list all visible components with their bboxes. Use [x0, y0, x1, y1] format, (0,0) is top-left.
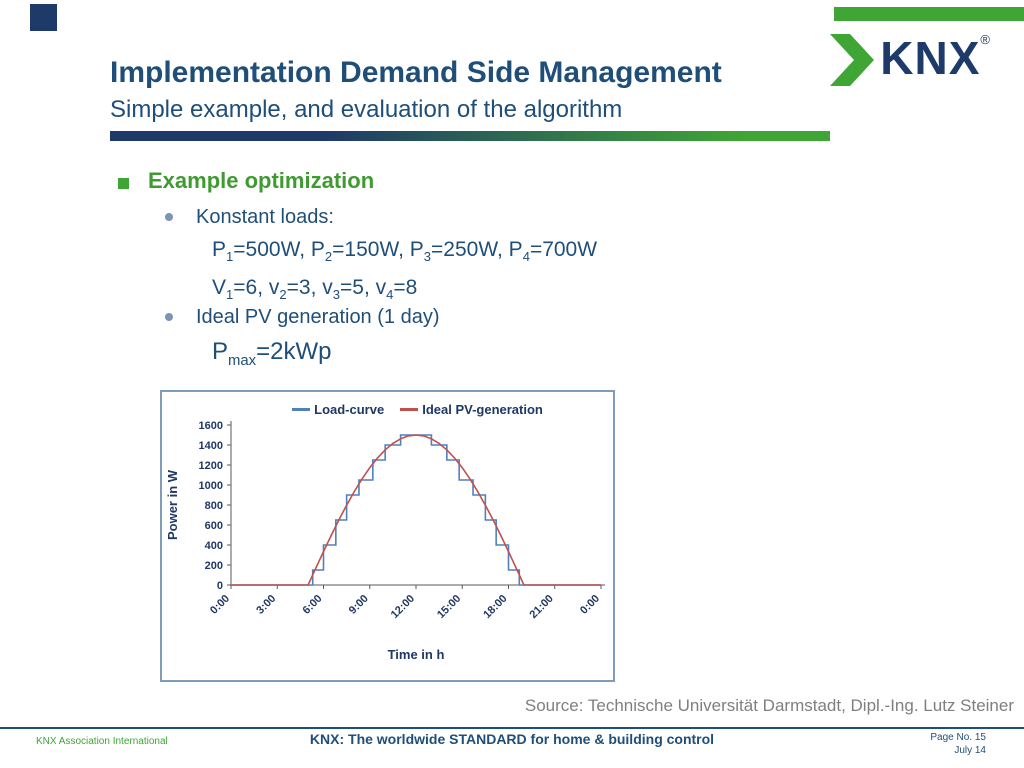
svg-text:3:00: 3:00 — [254, 593, 278, 617]
pv-generation-line — [230, 434, 601, 586]
x-axis-label: Time in h — [387, 647, 444, 662]
bullet-dot-icon — [165, 313, 173, 321]
chart-plot: 0 200 400 600 800 1000 1200 1400 1600 0:00 3:00 6:0… — [165, 420, 605, 662]
svg-text:9:00: 9:00 — [346, 593, 370, 617]
formula-velocities: V1=6, v2=3, v3=5, v4=8 — [212, 276, 418, 303]
legend-label: Load-curve — [314, 402, 385, 417]
y-axis-label: Power in W — [165, 469, 180, 540]
svg-text:0: 0 — [216, 580, 222, 592]
legend-item-load-curve: Load-curve — [292, 402, 384, 417]
svg-text:1000: 1000 — [198, 480, 222, 492]
chart: Load-curve Ideal PV-generation 0 200 400 60… — [160, 390, 615, 682]
footer-date: July 14 — [954, 745, 986, 756]
legend-label: Ideal PV-generation — [422, 402, 543, 417]
knx-chevron-icon — [830, 32, 876, 93]
logo-text: KNX — [880, 32, 981, 84]
page-title: Implementation Demand Side Management — [110, 56, 722, 89]
bullet-ideal-pv: Ideal PV generation (1 day) — [196, 306, 440, 328]
section-heading: Example optimization — [148, 168, 375, 193]
knx-logo: KNX ® — [830, 30, 990, 93]
legend-item-pv-generation: Ideal PV-generation — [400, 402, 543, 417]
formula-loads: P1=500W, P2=150W, P3=250W, P4=700W — [212, 238, 598, 265]
svg-text:200: 200 — [204, 560, 222, 572]
svg-text:600: 600 — [204, 520, 222, 532]
top-green-bar — [834, 7, 1024, 21]
svg-text:400: 400 — [204, 540, 222, 552]
footer-slogan: KNX: The worldwide STANDARD for home & b… — [309, 731, 715, 747]
svg-text:1400: 1400 — [198, 440, 222, 452]
svg-text:18:00: 18:00 — [481, 593, 509, 621]
svg-text:12:00: 12:00 — [388, 593, 416, 621]
footer-association: KNX Association International — [36, 736, 168, 747]
svg-text:6:00: 6:00 — [300, 593, 324, 617]
footer-divider — [0, 727, 1024, 729]
page-subtitle: Simple example, and evaluation of the al… — [110, 96, 623, 123]
bullet-dot-icon — [165, 213, 173, 221]
svg-text:0:00: 0:00 — [578, 593, 602, 617]
footer-page-number: Page No. 15 — [930, 732, 986, 743]
svg-text:15:00: 15:00 — [434, 593, 462, 621]
load-curve-swatch-icon — [292, 408, 311, 411]
formula-pmax: Pmax=2kWp — [212, 338, 332, 369]
source-attribution: Source: Technische Universität Darmstadt… — [524, 696, 1014, 715]
square-bullet-icon — [118, 178, 129, 189]
svg-text:21:00: 21:00 — [527, 593, 555, 621]
title-divider-bar — [110, 131, 830, 141]
load-curve-line — [230, 434, 601, 586]
corner-accent-square — [30, 4, 57, 31]
svg-text:1600: 1600 — [198, 420, 222, 432]
svg-text:0:00: 0:00 — [208, 593, 232, 617]
registered-mark: ® — [980, 32, 990, 47]
chart-legend: Load-curve Ideal PV-generation — [292, 402, 543, 417]
svg-text:800: 800 — [204, 500, 222, 512]
bullet-konstant-loads: Konstant loads: — [196, 206, 334, 228]
pv-generation-swatch-icon — [400, 408, 419, 411]
svg-text:1200: 1200 — [198, 460, 222, 472]
footer-page-info: Page No. 15 July 14 — [930, 731, 986, 757]
